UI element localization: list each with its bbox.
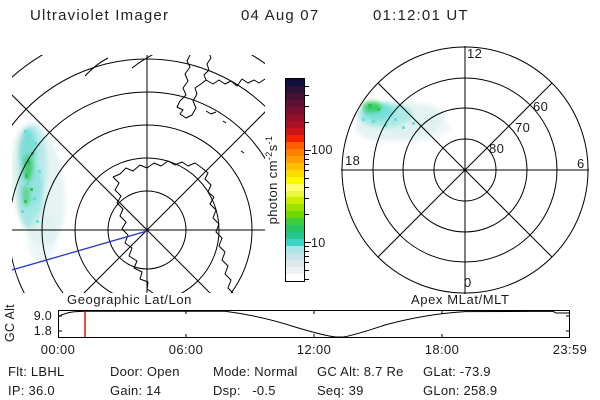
strip-y-axis-title: GC Alt	[3, 304, 17, 342]
status-glat: GLat: -73.9	[423, 364, 491, 379]
status-glon: GLon: 258.9	[423, 383, 498, 398]
apex-panel-title: Apex MLat/MLT	[411, 292, 510, 307]
strip-ytick-9: 9.0	[33, 309, 52, 323]
status-dsp: Dsp: -0.5	[213, 383, 276, 398]
time-label: 01:12:01 UT	[373, 7, 469, 24]
mlat-label-80: 80	[489, 141, 505, 156]
strip-xtick-2359: 23:59	[552, 342, 588, 357]
pole-reference-line	[12, 230, 148, 271]
status-door: Door: Open	[110, 364, 180, 379]
coastlines	[112, 55, 265, 293]
strip-xtick-0000: 00:00	[40, 342, 76, 357]
strip-ytick-1_8: 1.8	[33, 324, 52, 338]
mlt-label-6: 6	[577, 156, 585, 171]
apex-polar-plot	[341, 46, 589, 294]
colorbar-tick-100: 100	[311, 143, 333, 157]
colorbar-units-label: photon cm-2s-1	[263, 135, 281, 225]
strip-xtick-1200: 12:00	[296, 342, 332, 357]
status-seq: Seq: 39	[317, 383, 364, 398]
aurora-emission-geographic	[12, 123, 66, 264]
mlt-label-18: 18	[345, 153, 361, 168]
strip-xtick-1800: 18:00	[424, 342, 460, 357]
status-flt: Flt: LBHL	[8, 364, 65, 379]
gc-alt-strip-chart	[58, 310, 570, 338]
mlat-label-70: 70	[515, 120, 531, 135]
date-label: 04 Aug 07	[241, 7, 320, 24]
geographic-panel-title: Geographic Lat/Lon	[67, 292, 192, 307]
gc-alt-curve	[58, 310, 569, 338]
status-gc-alt: GC Alt: 8.7 Re	[317, 364, 404, 379]
mlt-label-12: 12	[467, 46, 483, 61]
colorbar-bands	[285, 78, 305, 282]
aurora-emission-apex	[355, 101, 450, 142]
geographic-map	[12, 55, 265, 293]
strip-xtick-0600: 06:00	[168, 342, 204, 357]
status-gain: Gain: 14	[110, 383, 162, 398]
colorbar-ticks	[305, 78, 313, 282]
status-mode: Mode: Normal	[213, 364, 298, 379]
mlat-mlt-grid	[341, 46, 589, 294]
mlat-label-60: 60	[533, 99, 549, 114]
mlt-label-0: 0	[464, 275, 472, 290]
page-title: Ultraviolet Imager	[30, 7, 170, 24]
status-ip: IP: 36.0	[8, 383, 55, 398]
colorbar-tick-10: 10	[311, 236, 326, 250]
